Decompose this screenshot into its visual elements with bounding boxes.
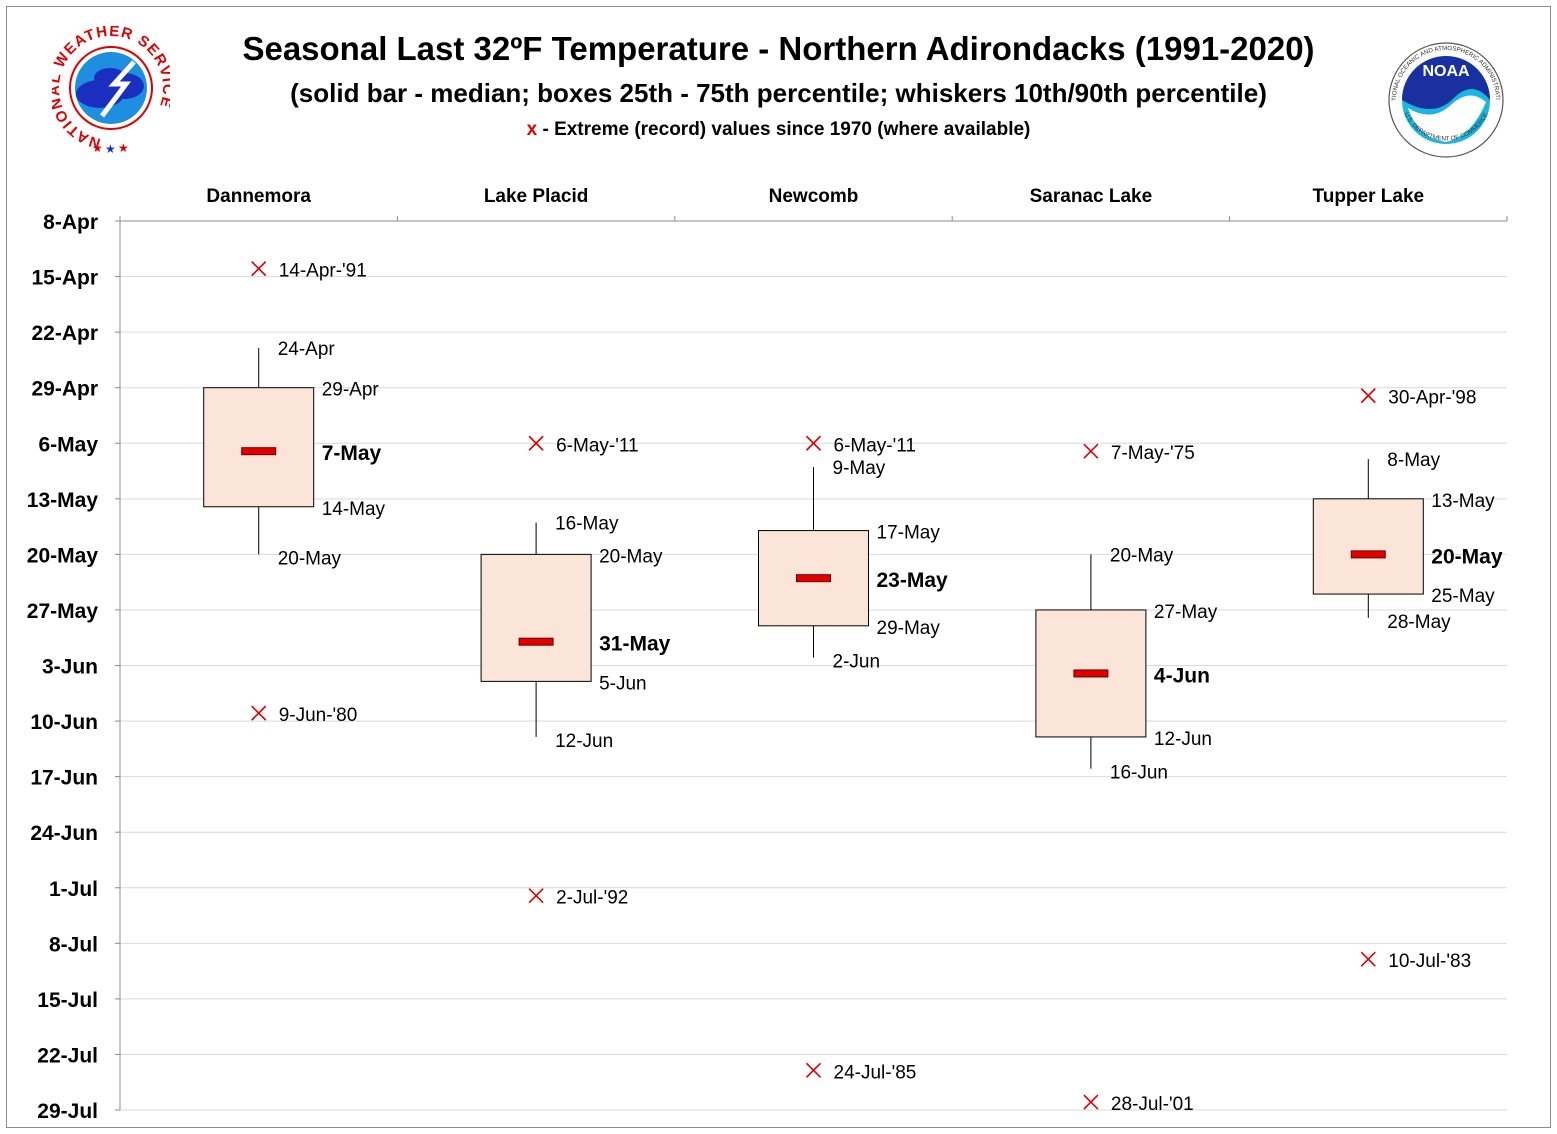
extreme-label: 24-Jul-'85: [834, 1062, 917, 1083]
extreme-marker: [1360, 951, 1376, 967]
extreme-marker: [251, 261, 267, 277]
y-tick-label: 8-Apr: [43, 211, 98, 234]
p10-label: 16-May: [555, 514, 619, 535]
box-iqr: [1312, 498, 1424, 595]
p90-label: 16-Jun: [1110, 763, 1168, 784]
p10-label: 9-May: [833, 458, 886, 479]
median-label: 31-May: [599, 633, 671, 656]
svg-text:★: ★: [118, 141, 129, 155]
median-label: 7-May: [322, 442, 382, 465]
y-tick-label: 1-Jul: [49, 878, 98, 901]
y-tick-label: 17-Jun: [30, 767, 98, 790]
extreme-marker: [805, 1062, 822, 1078]
y-tick-label: 15-Apr: [31, 267, 98, 290]
extreme-marker: [1083, 443, 1099, 459]
median-label: 20-May: [1431, 545, 1503, 568]
p90-label: 2-Jun: [833, 652, 881, 673]
p10-label: 20-May: [1110, 545, 1174, 566]
extreme-label: 6-May-'11: [556, 435, 638, 456]
median-bar: [241, 447, 277, 456]
extreme-marker: [805, 435, 822, 451]
p75-label: 25-May: [1431, 586, 1495, 607]
extreme-label: 7-May-'75: [1111, 443, 1195, 464]
extreme-marker: [1360, 388, 1376, 404]
extreme-label: 28-Jul-'01: [1111, 1094, 1194, 1115]
y-tick-label: 10-Jun: [30, 711, 98, 734]
y-tick-label: 13-May: [27, 489, 99, 512]
y-tick-label: 24-Jun: [30, 822, 98, 845]
y-tick-label: 15-Jul: [37, 989, 98, 1012]
y-tick-label: 29-Apr: [31, 378, 98, 401]
chart-subtitle: (solid bar - median; boxes 25th - 75th p…: [290, 78, 1267, 108]
extreme-label: 6-May-'11: [834, 435, 916, 456]
median-label: 23-May: [877, 569, 949, 592]
extreme-label: 9-Jun-'80: [279, 705, 358, 726]
extreme-label: 14-Apr-'91: [279, 261, 367, 282]
category-label: Tupper Lake: [1313, 186, 1425, 207]
y-tick-label: 8-Jul: [49, 933, 98, 956]
median-label: 4-Jun: [1154, 664, 1210, 687]
chart-note: x - Extreme (record) values since 1970 (…: [0, 119, 1557, 141]
svg-text:★: ★: [105, 142, 116, 156]
p90-label: 20-May: [278, 548, 342, 569]
median-bar: [1073, 669, 1109, 678]
chart-frame: [6, 6, 1551, 1128]
svg-text:★: ★: [92, 141, 103, 155]
median-bar: [796, 574, 831, 583]
extreme-marker-legend: x: [526, 119, 538, 140]
p90-label: 28-May: [1387, 612, 1451, 633]
p75-label: 14-May: [322, 499, 386, 520]
p75-label: 12-Jun: [1154, 729, 1212, 750]
y-tick-label: 3-Jun: [42, 656, 98, 679]
p25-label: 20-May: [599, 546, 663, 567]
chart-note-text: - Extreme (record) values since 1970 (wh…: [537, 119, 1031, 140]
p75-label: 29-May: [877, 618, 941, 639]
extreme-marker: [528, 435, 544, 451]
y-tick-label: 27-May: [27, 600, 99, 623]
p25-label: 13-May: [1431, 491, 1495, 512]
category-label: Newcomb: [769, 186, 859, 207]
p10-label: 8-May: [1387, 450, 1440, 471]
p25-label: 29-Apr: [322, 380, 380, 401]
extreme-marker: [251, 705, 267, 721]
p10-label: 24-Apr: [278, 339, 336, 360]
extreme-label: 2-Jul-'92: [556, 888, 628, 909]
p75-label: 5-Jun: [599, 673, 647, 694]
y-tick-label: 29-Jul: [37, 1100, 98, 1123]
noaa-logo: NOAA NATIONAL OCEANIC AND ATMOSPHERIC AD…: [1382, 38, 1504, 158]
y-tick-label: 22-Jul: [37, 1044, 98, 1067]
chart-title: Seasonal Last 32ºF Temperature - Norther…: [242, 30, 1315, 67]
y-tick-label: 20-May: [27, 544, 99, 567]
p25-label: 27-May: [1154, 602, 1218, 623]
category-label: Lake Placid: [484, 186, 589, 207]
y-tick-label: 6-May: [38, 433, 98, 456]
category-label: Saranac Lake: [1030, 186, 1153, 207]
median-bar: [518, 637, 554, 646]
extreme-marker: [528, 888, 544, 904]
y-tick-label: 22-Apr: [31, 322, 98, 345]
extreme-label: 10-Jul-'83: [1388, 951, 1471, 972]
p90-label: 12-Jun: [555, 731, 613, 752]
median-bar: [1350, 550, 1386, 559]
category-label: Dannemora: [206, 186, 311, 207]
extreme-marker: [1083, 1094, 1099, 1110]
noaa-text: NOAA: [1422, 63, 1470, 80]
p25-label: 17-May: [877, 523, 941, 544]
nws-logo: NATIONAL WEATHER SERVICE ★ ★ ★: [52, 26, 170, 156]
box-iqr: [480, 553, 592, 682]
extreme-label: 30-Apr-'98: [1388, 388, 1476, 409]
